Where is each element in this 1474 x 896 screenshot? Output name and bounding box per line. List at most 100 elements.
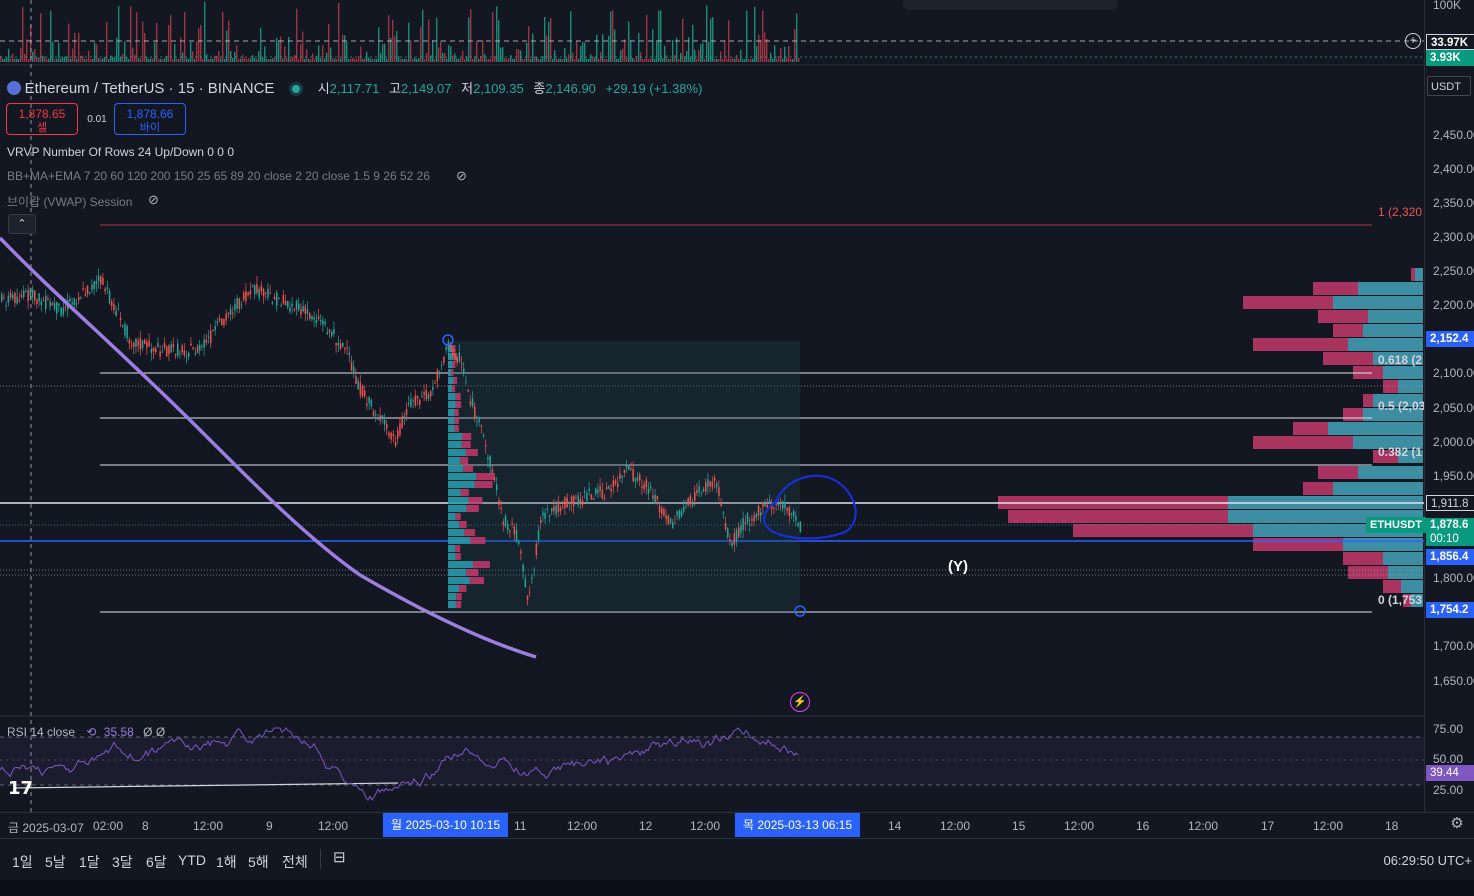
volume-bar [506, 58, 508, 62]
candle-body [148, 340, 150, 347]
volume-bar [776, 58, 778, 62]
candle-body [408, 402, 410, 404]
volume-bar [184, 11, 186, 62]
zone-profile-row [448, 425, 455, 432]
range-button[interactable]: 6달 [146, 854, 167, 870]
volume-bar [308, 58, 310, 62]
volume-bar [400, 58, 402, 62]
candle-body [247, 292, 249, 296]
date-range-icon[interactable]: ⊟ [333, 849, 346, 866]
volume-bar [460, 57, 462, 62]
candle-body [698, 486, 700, 493]
drawing-toolbar[interactable] [903, 0, 1117, 10]
volume-bar [236, 45, 238, 62]
range-button[interactable]: 5날 [45, 854, 66, 870]
candle-body [84, 293, 87, 296]
candle-body [214, 326, 216, 331]
candle-body [291, 303, 293, 307]
candle-body [317, 316, 320, 320]
range-button[interactable]: 1일 [12, 854, 33, 870]
volume-bar [324, 58, 326, 62]
candle-body [12, 294, 14, 299]
volume-bar [562, 58, 564, 62]
volume-bar [120, 56, 122, 62]
candle-body [262, 288, 265, 297]
candle-body [383, 419, 386, 425]
volume-bar [116, 37, 118, 62]
candle-body [592, 498, 595, 500]
zone-profile-row [460, 457, 469, 464]
volume-profile-row [1363, 408, 1423, 421]
buy-button[interactable]: 1,878.66 바이 [114, 103, 186, 135]
volume-bar [616, 58, 618, 62]
range-button[interactable]: 1해 [216, 854, 237, 870]
volume-bar [46, 58, 48, 62]
candle-body [82, 288, 84, 290]
volume-bar [438, 47, 440, 62]
candle-body [685, 506, 687, 508]
volume-bar [108, 58, 110, 62]
candle-body [14, 292, 16, 303]
range-button[interactable]: 1달 [79, 854, 100, 870]
candle-body [342, 342, 344, 347]
candle-body [361, 385, 364, 397]
volume-bar [198, 28, 200, 63]
time-tick: 12:00 [690, 819, 721, 833]
clock[interactable]: 06:29:50 UTC+ [1383, 853, 1472, 868]
candle-body [38, 293, 40, 302]
volume-bar [606, 59, 608, 62]
vwap-indicator-label[interactable]: 브이왑 (VWAP) Session [7, 195, 133, 209]
volume-bar [730, 58, 732, 62]
volume-bar [780, 48, 782, 62]
candle-body [223, 319, 225, 326]
chart-canvas[interactable] [0, 0, 1424, 812]
volume-profile-row [1363, 324, 1423, 337]
volume-bar [522, 58, 524, 62]
price-axis[interactable]: 100K 33.97K 3.93K USDT 2,450.00 2,400.00 2… [1424, 0, 1474, 812]
candle-body [377, 418, 379, 420]
hide-icon[interactable]: ⊘ [148, 192, 159, 207]
settings-icon[interactable]: ⚙ [1450, 815, 1464, 832]
tradingview-logo[interactable]: 𝟭𝟳 [8, 778, 34, 799]
candle-body [722, 512, 725, 514]
symbol-title[interactable]: Ethereum / TetherUS · 15 · BINANCE [24, 80, 275, 97]
add-icon[interactable]: + [1405, 33, 1421, 49]
candle-body [97, 275, 100, 282]
volume-bar [430, 55, 432, 62]
bbmaema-indicator-label[interactable]: BB+MA+EMA 7 20 60 120 200 150 25 65 89 2… [7, 169, 430, 183]
anchor-handle [794, 605, 806, 617]
volume-bar [566, 57, 568, 62]
currency-selector[interactable]: USDT [1427, 76, 1471, 96]
candle-body [614, 480, 617, 484]
vrvp-indicator-label[interactable]: VRVP Number Of Rows 24 Up/Down 0 0 0 [7, 145, 234, 159]
volume-bar [164, 58, 166, 62]
candle-body [93, 281, 95, 289]
candle-body [680, 511, 683, 517]
alert-icon[interactable]: ⚡ [790, 692, 810, 712]
candle-body [410, 398, 412, 407]
volume-bar [346, 41, 348, 62]
sell-button[interactable]: 1,878.65 셀 [6, 103, 78, 135]
collapse-legend-button[interactable]: ⌃ [8, 214, 36, 234]
volume-bar [332, 58, 334, 62]
volume-bar [2, 58, 4, 62]
rsi-legend[interactable]: RSI 14 close ⟲ 35.58 Ø Ø [7, 725, 165, 739]
volume-bar [704, 58, 706, 62]
volume-bar [716, 58, 718, 62]
volume-profile-row [1368, 310, 1423, 323]
range-button[interactable]: 5해 [248, 854, 269, 870]
range-button[interactable]: 전체 [282, 854, 308, 870]
time-axis[interactable]: 금 2025-03-07 02:00 8 12:00 9 12:00 11 12:00 12 12… [0, 812, 1474, 839]
candle-body [647, 488, 650, 494]
range-button[interactable]: 3달 [112, 854, 133, 870]
candle-body [757, 505, 760, 516]
range-button[interactable]: YTD [178, 852, 206, 868]
candle-body [509, 530, 511, 533]
volume-bar [344, 35, 346, 62]
volume-bar [404, 59, 406, 62]
volume-bar [142, 21, 144, 62]
volume-bar [706, 5, 708, 62]
zone-profile-row [453, 377, 458, 384]
hide-icon[interactable]: ⊘ [456, 168, 467, 183]
candle-body [122, 324, 124, 326]
